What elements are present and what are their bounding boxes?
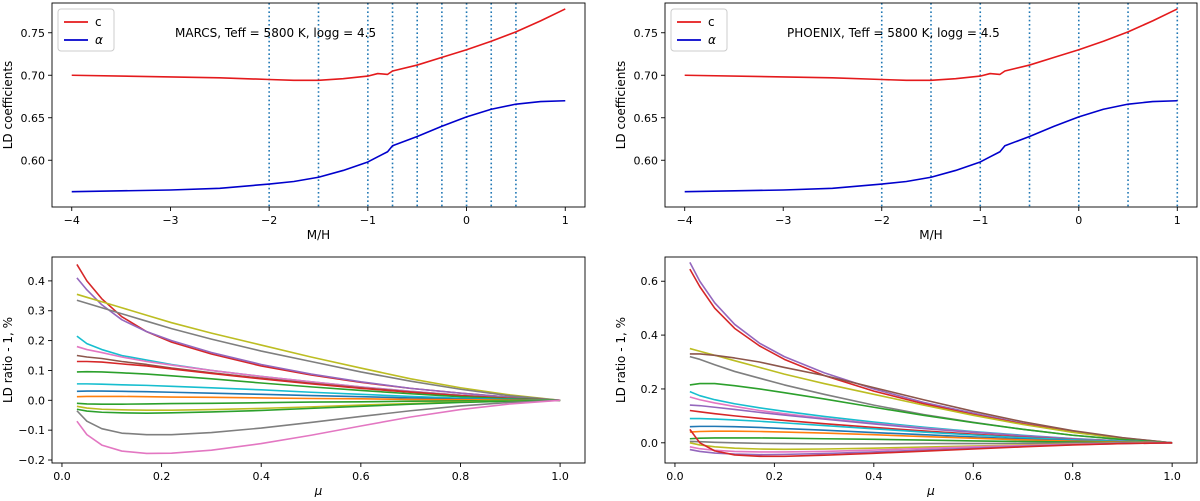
series-line-10 xyxy=(76,383,561,402)
y-tick-label: 0.60 xyxy=(634,154,659,167)
y-tick-label: 0.0 xyxy=(641,437,659,450)
panel-1: −4 −3 −2 −1 0 1 0.60 0.65 0.70 0.75 M/H LD coeffici… xyxy=(1,2,586,242)
series-line-13 xyxy=(689,430,1173,444)
panel-annotation: MARCS, Teff = 5800 K, logg = 4.5 xyxy=(175,26,376,40)
x-tick-label: −1 xyxy=(972,214,988,227)
series-line-2 xyxy=(76,277,561,402)
y-tick-label: 0.70 xyxy=(634,69,659,82)
series-line-4 xyxy=(689,353,1173,444)
y-tick-label: 0.4 xyxy=(641,329,659,342)
series-line-9 xyxy=(689,404,1173,444)
x-tick-label: 1.0 xyxy=(1163,470,1181,483)
axes-frame xyxy=(664,256,1198,464)
x-tick-label: 1 xyxy=(1174,214,1181,227)
y-tick-label: −0.2 xyxy=(18,454,45,467)
x-tick-label: 1 xyxy=(562,214,569,227)
y-tick-label: −0.1 xyxy=(18,424,45,437)
y-tick-label: 0.70 xyxy=(21,69,46,82)
series-line-15 xyxy=(76,399,561,414)
y-tick-label: 0.0 xyxy=(28,394,46,407)
series-line-12 xyxy=(76,395,561,402)
y-axis-label: LD coefficients xyxy=(1,61,15,150)
x-axis-label: μ xyxy=(926,484,935,497)
legend-box xyxy=(57,8,115,52)
series-line-13 xyxy=(76,399,561,405)
series-line-15 xyxy=(689,440,1173,445)
y-tick-label: 0.2 xyxy=(641,383,659,396)
x-tick-label: 0.8 xyxy=(452,470,470,483)
legend: cα xyxy=(57,8,115,52)
x-tick-label: 0.4 xyxy=(252,470,270,483)
series-line-19 xyxy=(689,428,1173,458)
series-group xyxy=(684,8,1178,193)
series-line-3 xyxy=(76,293,561,402)
x-tick-label: −3 xyxy=(775,214,791,227)
x-tick-label: −4 xyxy=(64,214,80,227)
panel-annotation: PHOENIX, Teff = 5800 K, logg = 4.5 xyxy=(787,26,1000,40)
series-line-17 xyxy=(76,399,561,455)
series-line-9 xyxy=(76,370,561,402)
x-tick-label: 0 xyxy=(463,214,470,227)
x-axis-label: μ xyxy=(314,484,323,497)
series-line-8 xyxy=(76,360,561,402)
series-line-1 xyxy=(71,8,566,82)
y-tick-label: 0.75 xyxy=(21,27,46,40)
series-line-5 xyxy=(76,335,561,402)
legend: cα xyxy=(670,8,728,52)
y-axis-label: LD ratio - 1, % xyxy=(1,317,15,403)
x-tick-label: −1 xyxy=(360,214,376,227)
x-axis-label: M/H xyxy=(919,228,942,242)
x-tick-label: 0.6 xyxy=(965,470,983,483)
y-tick-label: 0.4 xyxy=(28,275,46,288)
legend-box xyxy=(670,8,728,52)
x-tick-label: −3 xyxy=(162,214,178,227)
panel-3: 0.0 0.2 0.4 0.6 0.8 1.0 −0.2 −0.1 0.0 0.1 0.2 0.3 0.… xyxy=(1,256,586,498)
x-tick-label: 0.0 xyxy=(666,470,684,483)
y-tick-label: 0.75 xyxy=(634,27,659,40)
series-line-2 xyxy=(684,99,1178,193)
y-tick-label: 0.1 xyxy=(28,364,46,377)
x-tick-label: 0.6 xyxy=(352,470,370,483)
series-line-16 xyxy=(76,399,561,436)
x-tick-label: −2 xyxy=(261,214,277,227)
series-line-4 xyxy=(76,299,561,402)
panel-4: 0.0 0.2 0.4 0.6 0.8 1.0 0.0 0.2 0.4 0.6 μ LD ratio … xyxy=(614,256,1198,498)
x-tick-label: 0.0 xyxy=(53,470,71,483)
axes-frame xyxy=(51,2,586,208)
y-tick-label: 0.65 xyxy=(21,112,46,125)
y-tick-label: 0.65 xyxy=(634,112,659,125)
series-line-14 xyxy=(689,437,1173,444)
x-tick-label: 1.0 xyxy=(551,470,569,483)
x-tick-label: 0.2 xyxy=(153,470,171,483)
y-axis-label: LD ratio - 1, % xyxy=(614,317,628,403)
series-line-6 xyxy=(689,382,1173,444)
axes-frame xyxy=(664,2,1198,208)
legend-label: α xyxy=(95,33,103,47)
series-group xyxy=(71,8,566,193)
x-tick-label: −4 xyxy=(677,214,693,227)
series-line-11 xyxy=(689,417,1173,444)
x-tick-label: −2 xyxy=(874,214,890,227)
axes-frame xyxy=(51,256,586,464)
legend-label: α xyxy=(708,33,716,47)
series-group xyxy=(76,264,561,455)
x-tick-label: 0 xyxy=(1075,214,1082,227)
y-tick-label: 0.3 xyxy=(28,305,46,318)
y-tick-label: 0.60 xyxy=(21,154,46,167)
x-tick-label: 0.2 xyxy=(766,470,784,483)
y-tick-label: 0.2 xyxy=(28,335,46,348)
y-tick-label: 0.6 xyxy=(641,275,659,288)
series-line-1 xyxy=(684,8,1178,82)
x-tick-label: 0.8 xyxy=(1064,470,1082,483)
legend-label: c xyxy=(95,15,102,29)
y-axis-label: LD coefficients xyxy=(614,61,628,150)
x-axis-label: M/H xyxy=(307,228,330,242)
series-line-2 xyxy=(71,99,566,193)
series-group xyxy=(689,262,1173,458)
legend-label: c xyxy=(708,15,715,29)
panel-2: −4 −3 −2 −1 0 1 0.60 0.65 0.70 0.75 M/H LD coeffici… xyxy=(614,2,1198,242)
x-tick-label: 0.4 xyxy=(865,470,883,483)
